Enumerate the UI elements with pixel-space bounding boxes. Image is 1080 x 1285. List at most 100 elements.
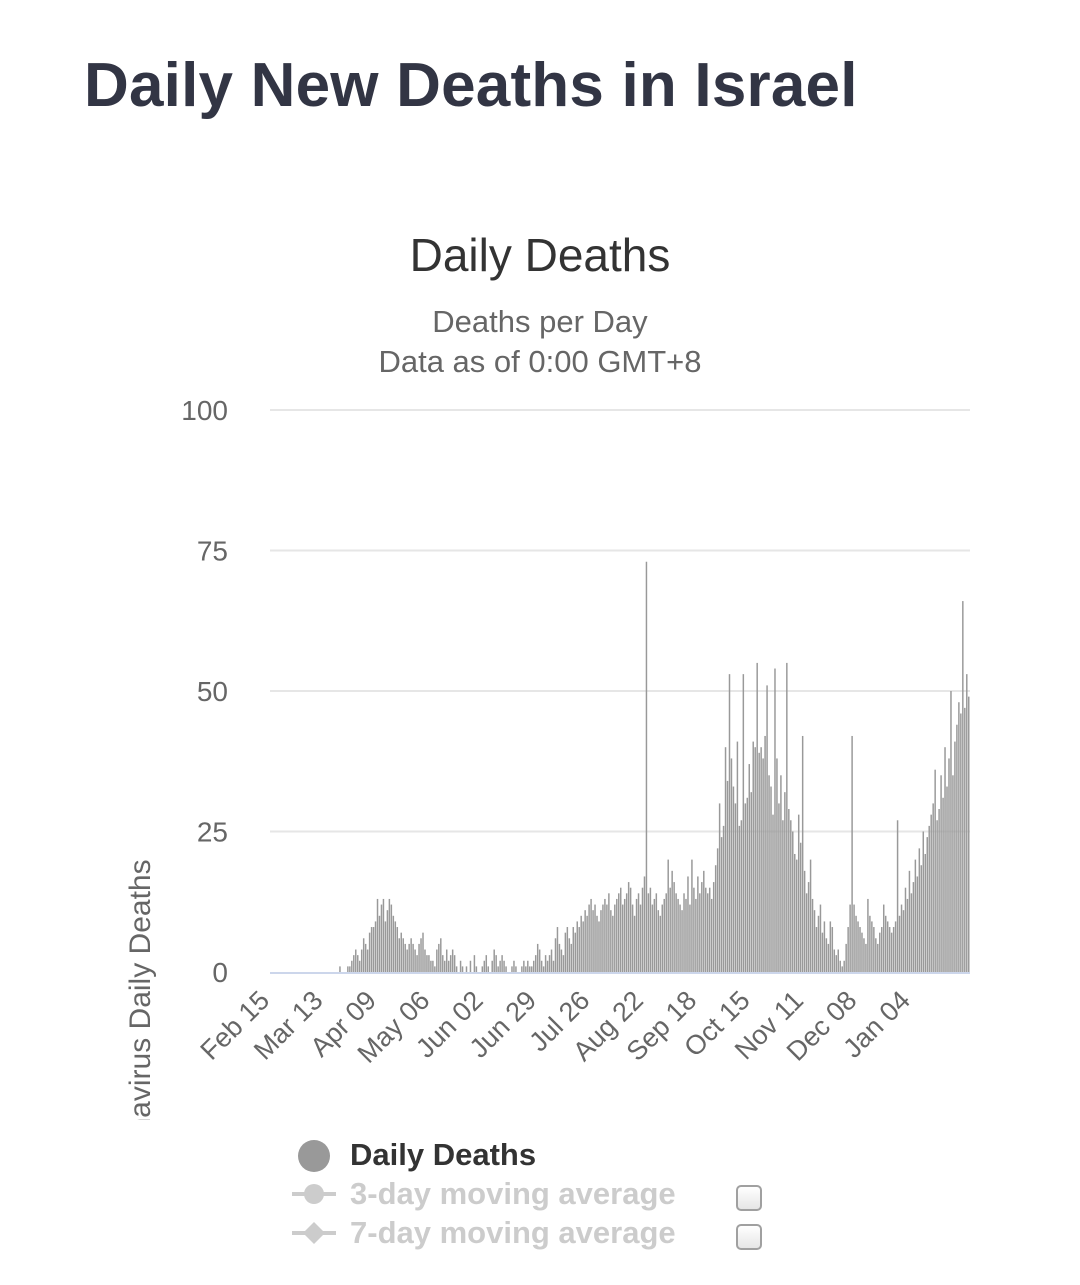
bar[interactable]	[693, 887, 695, 972]
bar[interactable]	[612, 915, 614, 972]
bar[interactable]	[746, 797, 749, 972]
bar[interactable]	[958, 702, 960, 972]
bar[interactable]	[708, 887, 711, 972]
bar[interactable]	[861, 932, 863, 972]
bar[interactable]	[651, 904, 654, 972]
bar[interactable]	[430, 960, 432, 972]
bar[interactable]	[726, 780, 729, 972]
bar[interactable]	[788, 809, 790, 972]
bar[interactable]	[754, 747, 756, 972]
bar[interactable]	[378, 915, 381, 972]
bar[interactable]	[865, 943, 867, 972]
bar[interactable]	[774, 668, 776, 972]
bar[interactable]	[590, 898, 592, 972]
bar[interactable]	[629, 887, 632, 972]
bar[interactable]	[744, 803, 747, 972]
bar[interactable]	[376, 898, 379, 972]
bar[interactable]	[351, 960, 353, 972]
bar[interactable]	[795, 859, 798, 972]
bar[interactable]	[637, 893, 640, 972]
bar[interactable]	[635, 898, 638, 972]
bar[interactable]	[841, 966, 843, 972]
bar[interactable]	[550, 949, 553, 972]
bar[interactable]	[845, 943, 847, 972]
bar[interactable]	[908, 870, 911, 972]
bar[interactable]	[944, 747, 946, 972]
bar[interactable]	[608, 893, 610, 972]
bar[interactable]	[712, 882, 715, 972]
bar[interactable]	[491, 960, 493, 972]
bar[interactable]	[705, 887, 707, 972]
bar[interactable]	[809, 859, 812, 972]
bar[interactable]	[900, 904, 903, 972]
bar[interactable]	[414, 949, 416, 972]
bar[interactable]	[750, 792, 752, 972]
bar[interactable]	[358, 960, 361, 972]
bar[interactable]	[736, 741, 739, 972]
bar[interactable]	[799, 842, 802, 972]
bar[interactable]	[388, 898, 391, 972]
bar[interactable]	[892, 927, 895, 972]
bar[interactable]	[596, 915, 598, 972]
bar[interactable]	[639, 904, 642, 972]
bar[interactable]	[473, 955, 476, 972]
bar[interactable]	[495, 955, 497, 972]
bar[interactable]	[916, 876, 919, 972]
bar[interactable]	[436, 949, 438, 972]
bar[interactable]	[621, 904, 624, 972]
bar[interactable]	[673, 882, 675, 972]
bar[interactable]	[394, 921, 397, 972]
bar[interactable]	[930, 814, 932, 972]
bar[interactable]	[616, 898, 618, 972]
bar[interactable]	[623, 898, 626, 972]
bar[interactable]	[851, 735, 853, 972]
bar[interactable]	[825, 938, 828, 972]
bar[interactable]	[556, 927, 559, 972]
bar[interactable]	[843, 960, 845, 972]
bar[interactable]	[807, 882, 810, 972]
bar[interactable]	[497, 966, 499, 972]
bar[interactable]	[442, 955, 444, 972]
bar[interactable]	[453, 955, 456, 972]
bar[interactable]	[934, 769, 936, 972]
bar[interactable]	[523, 960, 525, 972]
bar[interactable]	[782, 820, 784, 972]
bar[interactable]	[665, 893, 667, 972]
bar[interactable]	[823, 921, 826, 972]
bar[interactable]	[886, 921, 889, 972]
bar[interactable]	[701, 882, 703, 972]
bar[interactable]	[408, 943, 410, 972]
bar[interactable]	[699, 893, 701, 972]
bar[interactable]	[839, 960, 841, 972]
bar[interactable]	[531, 966, 533, 972]
bar[interactable]	[604, 898, 606, 972]
bar[interactable]	[661, 904, 664, 972]
bar[interactable]	[600, 910, 602, 972]
bar[interactable]	[540, 960, 543, 972]
bar[interactable]	[568, 938, 571, 972]
bar[interactable]	[432, 960, 434, 972]
bar[interactable]	[671, 870, 673, 972]
bar[interactable]	[362, 938, 365, 972]
bar[interactable]	[560, 949, 563, 972]
bar[interactable]	[444, 960, 446, 972]
bar[interactable]	[645, 561, 648, 972]
bar[interactable]	[412, 943, 414, 972]
bar[interactable]	[716, 848, 719, 972]
bar[interactable]	[691, 859, 693, 972]
bar[interactable]	[890, 932, 893, 972]
bar[interactable]	[578, 927, 580, 972]
bar[interactable]	[422, 932, 424, 972]
bar[interactable]	[653, 898, 656, 972]
bar[interactable]	[906, 898, 909, 972]
bar[interactable]	[570, 943, 573, 972]
bar[interactable]	[440, 938, 442, 972]
bar[interactable]	[954, 741, 956, 972]
bar[interactable]	[449, 955, 452, 972]
bar[interactable]	[790, 820, 792, 972]
bar[interactable]	[762, 758, 764, 972]
bar[interactable]	[390, 904, 393, 972]
bar[interactable]	[924, 853, 926, 972]
bar[interactable]	[584, 910, 586, 972]
bar[interactable]	[418, 943, 420, 972]
